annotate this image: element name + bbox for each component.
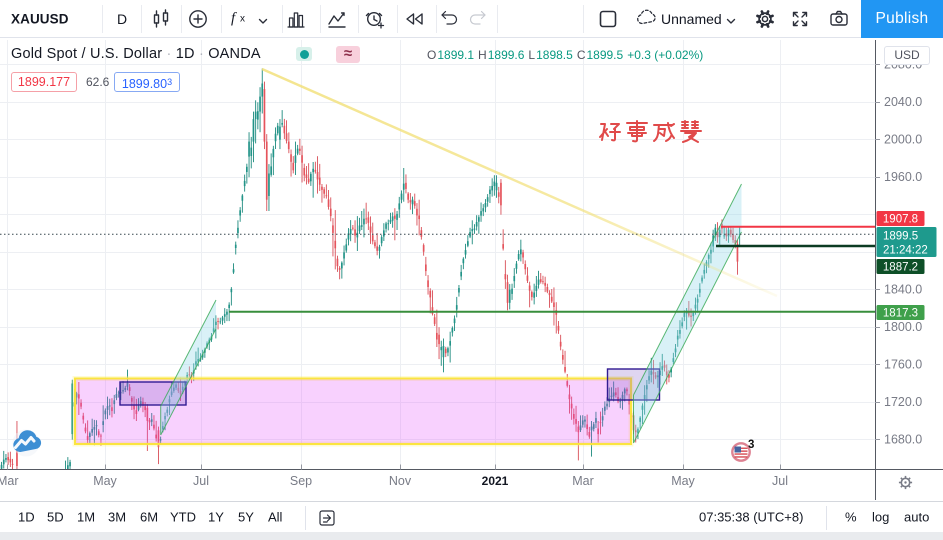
svg-text:1800.0: 1800.0 [884,320,922,334]
svg-text:2000.0: 2000.0 [884,133,922,147]
svg-text:1680.0: 1680.0 [884,433,922,447]
svg-text:May: May [93,474,117,488]
svg-text:1840.0: 1840.0 [884,283,922,297]
svg-text:Mar: Mar [572,474,594,488]
svg-text:Mar: Mar [0,474,19,488]
svg-text:1887.2: 1887.2 [883,262,918,274]
svg-text:2021: 2021 [482,474,509,488]
svg-text:3: 3 [748,439,754,451]
svg-text:Nov: Nov [389,474,412,488]
svg-text:1817.3: 1817.3 [883,308,918,320]
svg-text:1760.0: 1760.0 [884,358,922,372]
svg-text:May: May [671,474,695,488]
svg-text:1720.0: 1720.0 [884,395,922,409]
svg-text:1899.5: 1899.5 [883,231,918,243]
svg-text:21:24:22: 21:24:22 [883,245,928,257]
svg-text:Jul: Jul [193,474,209,488]
svg-text:Sep: Sep [290,474,312,488]
svg-text:2040.0: 2040.0 [884,95,922,109]
svg-text:1960.0: 1960.0 [884,170,922,184]
svg-text:1907.8: 1907.8 [883,214,918,226]
svg-text:Jul: Jul [772,474,788,488]
